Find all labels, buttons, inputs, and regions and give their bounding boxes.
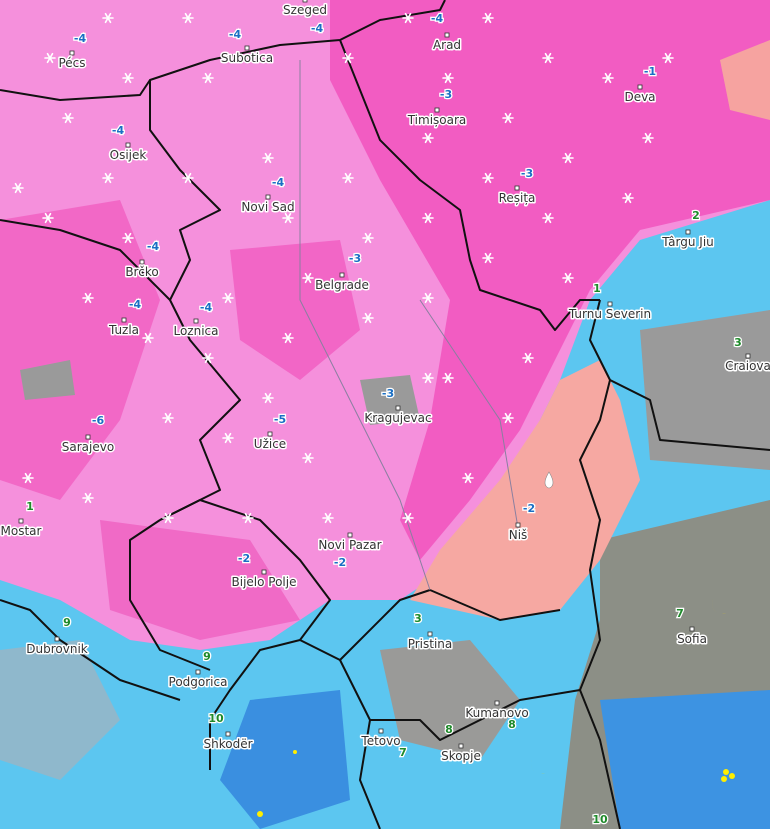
city-marker: [378, 728, 384, 734]
temperature-label: 10: [592, 813, 608, 826]
temperature-label: -3: [521, 167, 533, 180]
city-marker: [18, 518, 24, 524]
temperature-label: -2: [238, 552, 250, 565]
city-marker: [458, 743, 464, 749]
temperature-label: -3: [349, 252, 361, 265]
city-label: Niš: [509, 528, 528, 542]
city-marker: [125, 142, 131, 148]
city-marker: [85, 434, 91, 440]
city-label: Mostar: [1, 524, 42, 538]
city-marker: [444, 32, 450, 38]
temperature-label: 3: [414, 612, 422, 625]
temperature-label: 1: [593, 282, 601, 295]
temperature-label: -5: [274, 413, 286, 426]
temperature-label: -4: [311, 22, 324, 35]
city-label: Novi Sad: [241, 200, 294, 214]
city-marker: [395, 405, 401, 411]
city-marker: [689, 626, 695, 632]
city-label: Kumanovo: [465, 706, 528, 720]
city-marker: [514, 185, 520, 191]
city-marker: [139, 259, 145, 265]
temperature-label: 2: [692, 209, 700, 222]
temperature-label: -4: [431, 12, 444, 25]
temperature-label: -6: [92, 414, 105, 427]
city-label: Dubrovnik: [26, 642, 88, 656]
city-label: Kragujevac: [364, 411, 431, 425]
city-label: Szeged: [283, 3, 327, 17]
city-marker: [302, 0, 308, 3]
city-marker: [265, 194, 271, 200]
temperature-label: -4: [272, 176, 285, 189]
temperature-label: 9: [63, 616, 71, 629]
temperature-label: 7: [399, 746, 407, 759]
city-marker: [515, 522, 521, 528]
city-marker: [69, 50, 75, 56]
city-marker: [607, 301, 613, 307]
city-marker: [193, 318, 199, 324]
city-label: Osijek: [110, 148, 147, 162]
city-label: Reșița: [499, 191, 536, 205]
temperature-label: -4: [129, 298, 142, 311]
city-label: Belgrade: [315, 278, 369, 292]
city-marker: [225, 731, 231, 737]
city-label: Shkodër: [203, 737, 252, 751]
temperature-label: -4: [147, 240, 160, 253]
temperature-label: -4: [112, 124, 125, 137]
city-label: Sarajevo: [62, 440, 114, 454]
temperature-label: 3: [734, 336, 742, 349]
temperature-label: 1: [26, 500, 34, 513]
temperature-label: -3: [382, 387, 394, 400]
city-label: Tuzla: [108, 323, 139, 337]
temperature-label: -4: [200, 301, 213, 314]
city-marker: [195, 669, 201, 675]
city-label: Craiova: [725, 359, 770, 373]
city-label: Târgu Jiu: [661, 235, 714, 249]
temperature-label: -4: [74, 32, 87, 45]
temperature-label: -3: [440, 88, 452, 101]
temperature-label: 10: [208, 712, 224, 725]
temperature-label: -2: [334, 556, 346, 569]
temperature-label: -2: [523, 502, 535, 515]
city-marker: [434, 107, 440, 113]
city-label: Skopje: [441, 749, 481, 763]
city-label: Pécs: [58, 56, 85, 70]
temperature-label: 7: [676, 607, 684, 620]
city-label: Turnu Severin: [568, 307, 651, 321]
city-label: Tetovo: [360, 734, 400, 748]
city-marker: [494, 700, 500, 706]
city-label: Podgorica: [169, 675, 228, 689]
city-marker: [637, 84, 643, 90]
city-label: Sofia: [677, 632, 707, 646]
city-label: Novi Pazar: [318, 538, 381, 552]
temperature-label: -1: [644, 65, 656, 78]
temperature-label: 8: [508, 718, 516, 731]
city-marker: [267, 431, 273, 437]
city-marker: [121, 317, 127, 323]
city-label: Timișoara: [407, 113, 467, 127]
city-label: Bijelo Polje: [232, 575, 297, 589]
temperature-label: 8: [445, 723, 453, 736]
city-label: Užice: [254, 437, 286, 451]
city-marker: [427, 631, 433, 637]
city-label: Subotica: [221, 51, 273, 65]
city-marker: [54, 636, 60, 642]
city-label: Deva: [624, 90, 655, 104]
city-marker: [339, 272, 345, 278]
weather-icons: [257, 471, 735, 817]
city-label: Pristina: [408, 637, 453, 651]
city-marker: [244, 45, 250, 51]
city-marker: [685, 229, 691, 235]
city-marker: [745, 353, 751, 359]
city-label: Loznica: [173, 324, 218, 338]
temperature-label: 9: [203, 650, 211, 663]
temperature-label: -4: [229, 28, 242, 41]
city-marker: [261, 569, 267, 575]
city-label: Arad: [433, 38, 461, 52]
city-marker: [347, 532, 353, 538]
city-label: Brčko: [125, 265, 158, 279]
